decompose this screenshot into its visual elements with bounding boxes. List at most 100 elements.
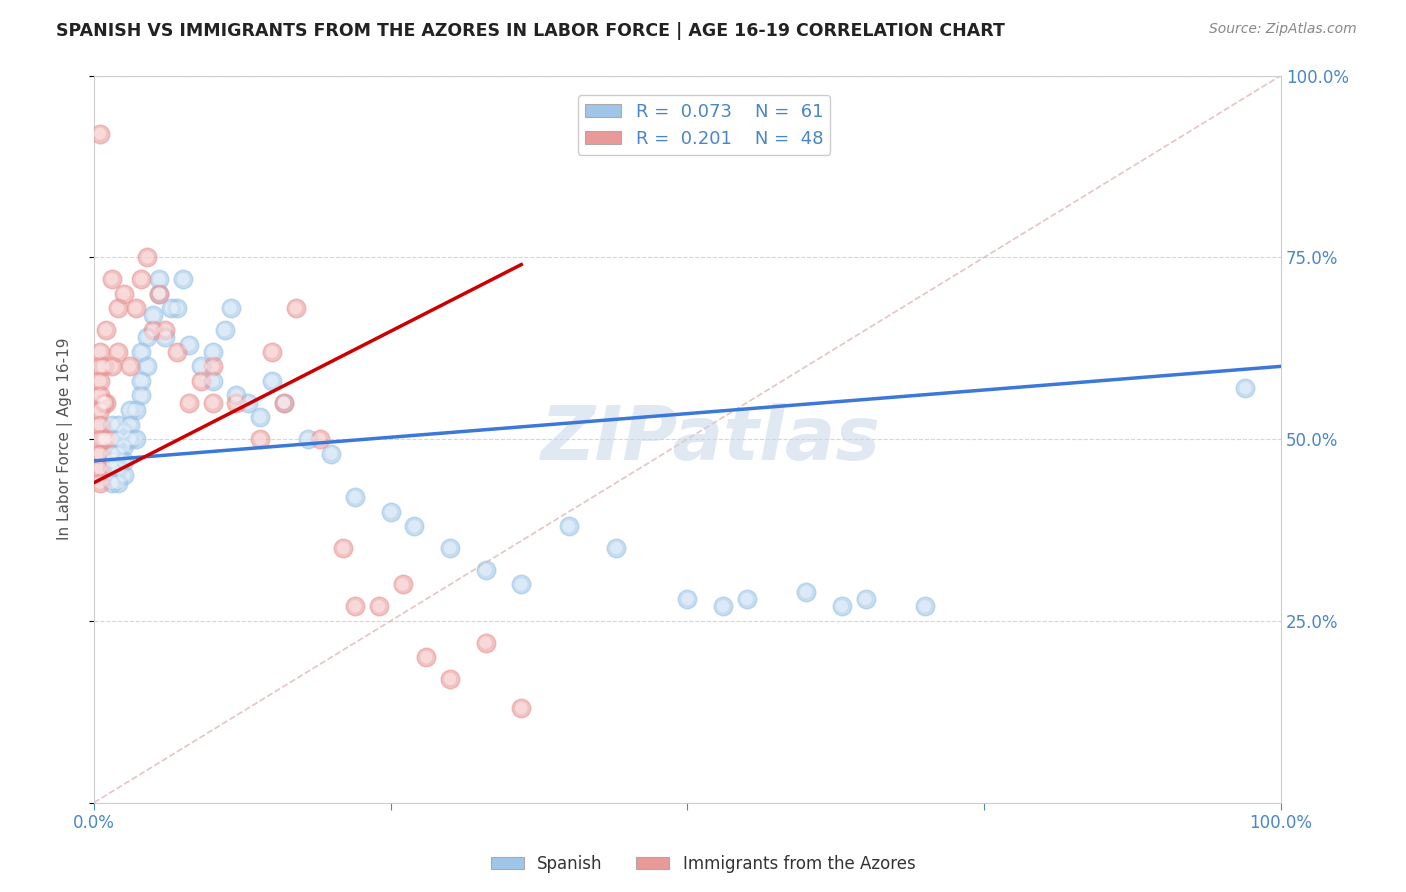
Point bbox=[831, 599, 853, 614]
Point bbox=[260, 344, 283, 359]
Point bbox=[93, 395, 115, 409]
Point bbox=[166, 344, 188, 359]
Point bbox=[201, 359, 224, 374]
Point bbox=[914, 599, 936, 614]
Point bbox=[118, 403, 141, 417]
Point bbox=[89, 344, 111, 359]
Point bbox=[177, 337, 200, 351]
Point bbox=[136, 359, 159, 374]
Point bbox=[131, 374, 153, 388]
Point bbox=[107, 475, 129, 490]
Point bbox=[155, 330, 177, 344]
Point bbox=[118, 417, 141, 432]
Point bbox=[249, 432, 271, 446]
Point bbox=[94, 432, 117, 446]
Point bbox=[101, 432, 124, 446]
Point bbox=[344, 599, 367, 614]
Point bbox=[190, 359, 212, 374]
Point bbox=[118, 403, 141, 417]
Point bbox=[225, 388, 247, 402]
Point bbox=[219, 301, 242, 315]
Point bbox=[124, 301, 146, 315]
Point bbox=[93, 432, 115, 446]
Point bbox=[190, 374, 212, 388]
Point bbox=[439, 672, 461, 686]
Point bbox=[101, 417, 124, 432]
Point bbox=[112, 425, 135, 439]
Point bbox=[107, 417, 129, 432]
Point bbox=[510, 701, 533, 715]
Point bbox=[1234, 381, 1257, 395]
Point bbox=[101, 359, 124, 374]
Point bbox=[284, 301, 307, 315]
Legend: R =  0.073    N =  61, R =  0.201    N =  48: R = 0.073 N = 61, R = 0.201 N = 48 bbox=[578, 95, 831, 155]
Point bbox=[94, 323, 117, 337]
Point bbox=[214, 323, 236, 337]
Point bbox=[107, 461, 129, 475]
Point bbox=[391, 577, 413, 591]
Point bbox=[225, 388, 247, 402]
Point bbox=[101, 461, 124, 475]
Point bbox=[177, 395, 200, 409]
Point bbox=[177, 395, 200, 409]
Point bbox=[89, 388, 111, 402]
Point bbox=[112, 439, 135, 453]
Point bbox=[101, 447, 124, 461]
Point bbox=[118, 359, 141, 374]
Point bbox=[148, 272, 170, 286]
Point bbox=[124, 403, 146, 417]
Point bbox=[89, 374, 111, 388]
Point bbox=[474, 635, 496, 649]
Point bbox=[118, 359, 141, 374]
Point bbox=[131, 344, 153, 359]
Point bbox=[605, 541, 627, 555]
Point bbox=[558, 519, 581, 533]
Point bbox=[735, 592, 758, 607]
Point bbox=[172, 272, 194, 286]
Point bbox=[148, 286, 170, 301]
Point bbox=[101, 461, 124, 475]
Point bbox=[131, 388, 153, 402]
Point bbox=[101, 454, 124, 468]
Point bbox=[89, 388, 111, 402]
Point bbox=[260, 374, 283, 388]
Point bbox=[112, 425, 135, 439]
Text: SPANISH VS IMMIGRANTS FROM THE AZORES IN LABOR FORCE | AGE 16-19 CORRELATION CHA: SPANISH VS IMMIGRANTS FROM THE AZORES IN… bbox=[56, 22, 1005, 40]
Point bbox=[404, 519, 426, 533]
Point bbox=[101, 272, 124, 286]
Point bbox=[201, 344, 224, 359]
Point bbox=[112, 286, 135, 301]
Point bbox=[201, 374, 224, 388]
Point bbox=[107, 447, 129, 461]
Point bbox=[124, 301, 146, 315]
Point bbox=[166, 301, 188, 315]
Point bbox=[112, 468, 135, 483]
Point bbox=[101, 272, 124, 286]
Point bbox=[93, 395, 115, 409]
Point bbox=[558, 519, 581, 533]
Point bbox=[101, 447, 124, 461]
Point bbox=[225, 395, 247, 409]
Point bbox=[332, 541, 354, 555]
Point bbox=[93, 359, 115, 374]
Point bbox=[711, 599, 734, 614]
Point bbox=[107, 432, 129, 446]
Point bbox=[142, 323, 165, 337]
Point bbox=[107, 432, 129, 446]
Point bbox=[101, 475, 124, 490]
Point bbox=[89, 359, 111, 374]
Point bbox=[94, 432, 117, 446]
Point bbox=[260, 374, 283, 388]
Point bbox=[735, 592, 758, 607]
Point bbox=[219, 301, 242, 315]
Point bbox=[112, 454, 135, 468]
Point bbox=[89, 447, 111, 461]
Point bbox=[112, 286, 135, 301]
Text: ZIPatlas: ZIPatlas bbox=[541, 402, 882, 475]
Point bbox=[273, 395, 295, 409]
Point bbox=[201, 395, 224, 409]
Point bbox=[101, 432, 124, 446]
Point bbox=[89, 417, 111, 432]
Y-axis label: In Labor Force | Age 16-19: In Labor Force | Age 16-19 bbox=[58, 338, 73, 541]
Point bbox=[112, 439, 135, 453]
